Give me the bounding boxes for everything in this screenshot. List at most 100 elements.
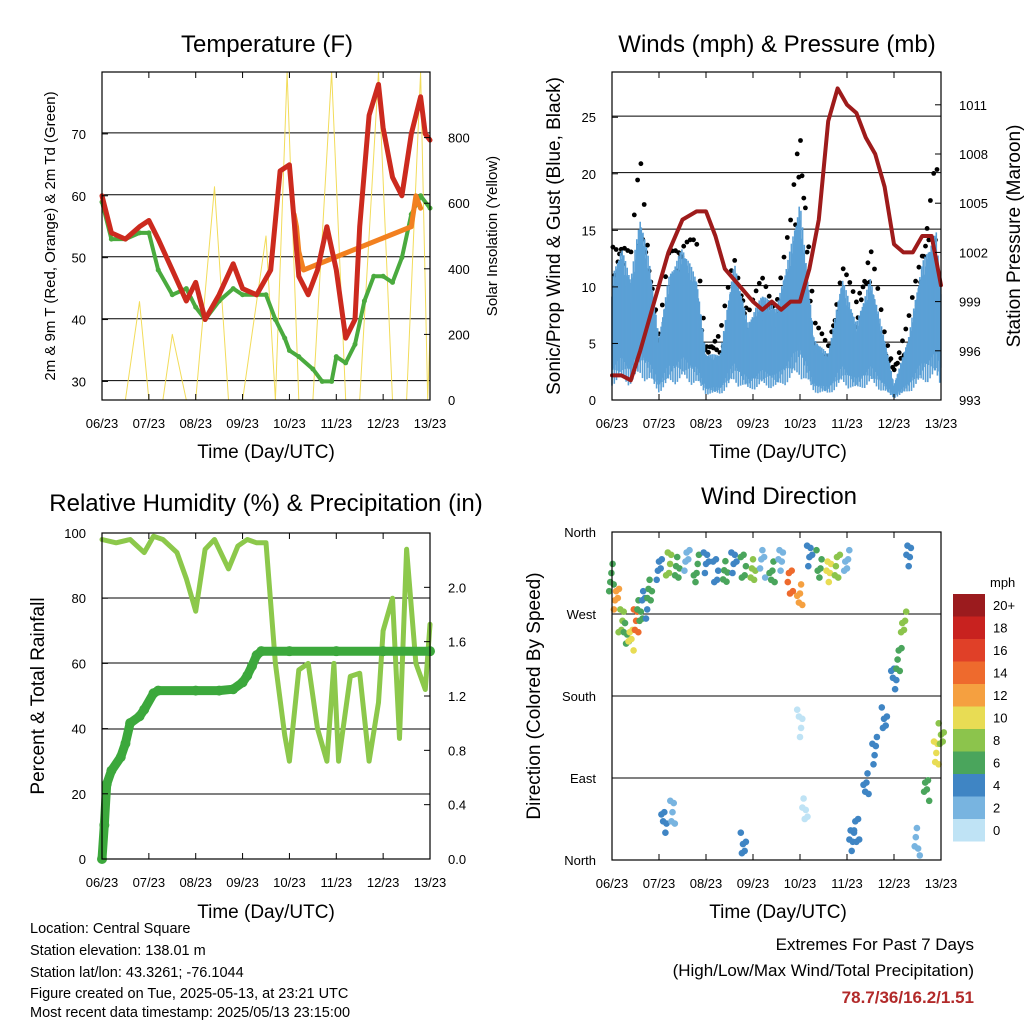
x-tick-label: 08/23 [690,416,723,431]
gust-point [628,249,634,255]
precipitation-point [190,685,201,696]
x-tick-label: 08/23 [179,875,212,890]
humidity-grid [102,597,430,795]
direction-point [832,562,840,570]
dewpoint-point [136,230,142,236]
gust-point [816,325,821,331]
direction-point [722,557,729,565]
colorbar-swatch [953,796,985,819]
direction-point [639,587,647,595]
gust-point [840,266,846,272]
direction-point [899,619,906,627]
gust-point [812,320,818,326]
gust-point [799,173,805,179]
precipitation-point [214,685,225,696]
precipitation-point [115,752,126,763]
temperature-grid [102,132,430,382]
x-tick-label: 12/23 [878,876,911,891]
direction-point [635,628,642,636]
direction-point [692,578,699,586]
direction-point [825,578,833,586]
dewpoint-point [193,304,199,310]
pressure-line [610,86,943,383]
y-tick-label: 80 [72,591,86,606]
colorbar-label: 20+ [993,598,1015,613]
x-tick-label: 10/23 [273,416,306,431]
x-tick-label: 07/23 [643,876,676,891]
direction-point [852,818,859,825]
direction-point [742,562,750,570]
gust-point [888,356,894,362]
direction-point [905,562,912,570]
direction-point [833,553,841,561]
gust-point [900,338,905,344]
gust-point [722,303,728,309]
direction-point [840,567,848,574]
direction-point [896,667,904,675]
y-tick-label: 0 [589,393,596,408]
x-tick-label: 11/23 [320,416,352,431]
gust-point [798,138,803,143]
direction-point [714,567,722,574]
humidity-xlabel: Time (Day/UTC) [197,902,335,923]
x-tick-label: 13/23 [925,416,958,431]
precipitation-point [228,684,239,695]
y2-tick-label: 800 [448,131,470,146]
extremes-subtitle: (High/Low/Max Wind/Total Precipitation) [672,961,974,980]
direction-point [610,581,617,588]
gust-point [924,226,930,231]
direction-point [793,706,801,713]
direction-point [690,572,698,579]
gust-point [791,182,797,188]
colorbar-swatch [953,594,985,617]
direction-point [662,829,669,836]
direction-point [784,578,792,586]
colorbar-swatch [953,684,985,707]
precipitation-point [256,646,267,657]
wind-ticks: 06/23 07/23 08/23 09/23 10/23 11/23 12/23 13/23… [582,72,988,431]
humidity-ticks: 06/23 07/23 08/23 09/23 10/23 11/23 12/23 13/23… [64,526,466,890]
direction-point [758,556,765,563]
gust-point [784,235,790,240]
gust-point [641,202,647,207]
direction-point [785,569,793,577]
y-tick-label: 25 [582,110,596,125]
direction-point [906,553,914,561]
direction-point [879,724,887,732]
direction-point [850,827,858,834]
dewpoint-point [380,273,386,279]
colorbar-swatch [953,639,985,662]
direction-point [729,569,736,577]
x-tick-label: 08/23 [179,416,212,431]
direction-point [935,761,942,768]
direction-point [682,558,689,565]
direction-point [893,676,900,684]
humidity-title: Relative Humidity (%) & Precipitation (i… [49,490,482,517]
gust-point [906,313,912,318]
gust-point [896,350,902,356]
direction-point [853,838,860,846]
direction-xlabel: Time (Day/UTC) [709,902,847,923]
direction-grid [612,613,941,779]
direction-point [779,549,787,556]
dewpoint-point [310,366,316,372]
x-tick-label: 10/23 [273,875,306,890]
y-tick-label: 5 [589,336,596,351]
direction-point [731,551,739,559]
precipitation-point [120,738,131,749]
gust-point [778,275,784,281]
colorbar-swatch [953,819,985,842]
direction-point [611,597,619,604]
y2-tick-label: 1.2 [448,689,466,704]
y-tick-label: 40 [72,313,86,328]
y-tick-label: 10 [582,280,596,295]
direction-point [865,790,872,798]
direction-point [605,587,613,595]
direction-point [663,820,670,827]
y-tick-label: North [564,853,596,868]
dewpoint-point [399,255,405,261]
direction-point [797,581,805,588]
x-tick-label: 11/23 [831,876,863,891]
direction-point [807,544,814,552]
x-tick-label: 06/23 [86,416,119,431]
